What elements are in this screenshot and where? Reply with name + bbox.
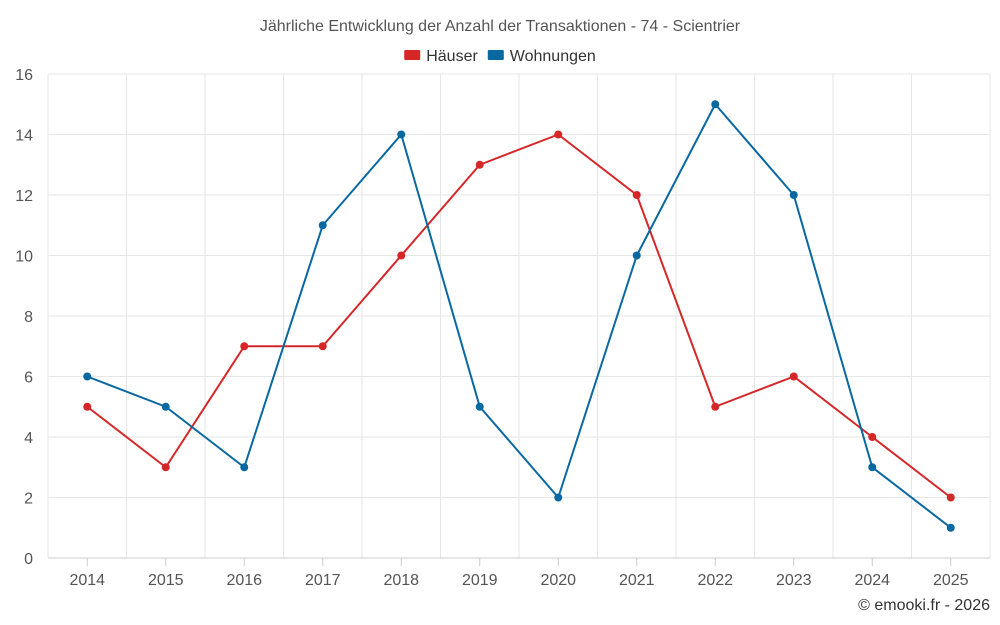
legend-label: Wohnungen (510, 48, 596, 65)
data-point[interactable] (475, 402, 484, 411)
x-tick-label: 2014 (69, 572, 105, 589)
data-point[interactable] (789, 372, 798, 381)
series-wohnungen (83, 100, 955, 532)
data-point[interactable] (83, 372, 92, 381)
data-point[interactable] (161, 402, 170, 411)
data-point[interactable] (868, 463, 877, 472)
y-tick-label: 14 (15, 128, 33, 145)
x-tick-label: 2025 (933, 572, 969, 589)
y-tick-label: 4 (24, 430, 33, 447)
legend-label: Häuser (426, 48, 478, 65)
x-tick-label: 2023 (776, 572, 812, 589)
axes: 0 2 4 6 8 10 12 14 16 2014 2015 2016 2017 2018 2019 202… (15, 67, 990, 589)
grid (47, 73, 991, 558)
data-point[interactable] (946, 493, 955, 502)
series-line (86, 103, 952, 529)
x-tick-label: 2017 (305, 572, 341, 589)
data-point[interactable] (946, 523, 955, 532)
data-point[interactable] (554, 493, 563, 502)
y-tick-label: 2 (24, 491, 33, 508)
x-tick-label: 2022 (697, 572, 733, 589)
y-tick-label: 10 (15, 249, 33, 266)
series-h-user (83, 130, 955, 502)
legend-swatch (487, 50, 504, 60)
y-tick-label: 8 (24, 309, 33, 326)
data-point[interactable] (240, 463, 249, 472)
x-tick-label: 2018 (383, 572, 419, 589)
data-point[interactable] (789, 191, 798, 199)
y-tick-label: 0 (24, 551, 33, 568)
data-point[interactable] (711, 402, 720, 411)
x-tick-label: 2021 (619, 572, 655, 589)
x-tick-label: 2019 (462, 572, 498, 589)
data-point[interactable] (318, 342, 327, 351)
legend: Häuser Wohnungen (404, 48, 596, 65)
data-point[interactable] (475, 160, 484, 169)
data-point[interactable] (711, 100, 720, 109)
y-tick-label: 12 (15, 188, 33, 205)
x-tick-label: 2015 (148, 572, 184, 589)
data-point[interactable] (83, 402, 92, 411)
data-point[interactable] (397, 130, 406, 139)
legend-item[interactable]: Häuser (404, 48, 478, 65)
x-tick-label: 2016 (226, 572, 262, 589)
data-point[interactable] (632, 251, 641, 260)
series-layer (83, 100, 955, 532)
x-tick-label: 2024 (854, 572, 890, 589)
chart-title: Jährliche Entwicklung der Anzahl der Tra… (260, 18, 741, 35)
data-point[interactable] (240, 342, 249, 351)
y-tick-label: 6 (24, 370, 33, 387)
legend-item[interactable]: Wohnungen (487, 48, 596, 65)
data-point[interactable] (868, 433, 877, 441)
legend-swatch (404, 50, 421, 60)
y-tick-label: 16 (15, 67, 33, 84)
data-point[interactable] (632, 191, 641, 199)
series-line (86, 133, 952, 499)
data-point[interactable] (318, 221, 327, 230)
data-point[interactable] (554, 130, 563, 139)
data-point[interactable] (397, 251, 406, 260)
data-point[interactable] (161, 463, 170, 472)
credit-text: © emooki.fr - 2026 (858, 597, 990, 614)
x-tick-label: 2020 (540, 572, 576, 589)
